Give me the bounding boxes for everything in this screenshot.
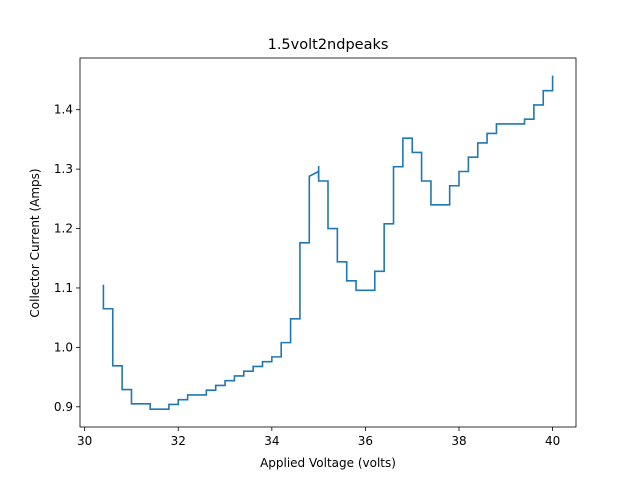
x-tick-label: 34	[264, 434, 279, 448]
plot-area	[102, 75, 554, 410]
x-tick-label: 38	[451, 434, 466, 448]
y-tick-label: 0.9	[54, 400, 73, 414]
y-axis-label: Collector Current (Amps)	[28, 168, 42, 317]
x-axis-label: Applied Voltage (volts)	[260, 456, 396, 470]
x-tick-label: 36	[358, 434, 373, 448]
y-tick-label: 1.1	[54, 281, 73, 295]
axes-frame	[79, 57, 577, 428]
x-tick-label: 30	[77, 434, 92, 448]
axes: 30 32 34 36 38 40 0.9 1.0 1.1 1.2 1.3 1.4	[54, 57, 577, 448]
chart-title: 1.5volt2ndpeaks	[268, 37, 389, 53]
series-line-0	[102, 75, 554, 410]
x-tick-label: 32	[171, 434, 186, 448]
y-tick-label: 1.0	[54, 340, 73, 354]
y-tick-label: 1.4	[54, 103, 73, 117]
y-tick-label: 1.2	[54, 222, 73, 236]
y-tick-label: 1.3	[54, 162, 73, 176]
x-tick-label: 40	[545, 434, 560, 448]
